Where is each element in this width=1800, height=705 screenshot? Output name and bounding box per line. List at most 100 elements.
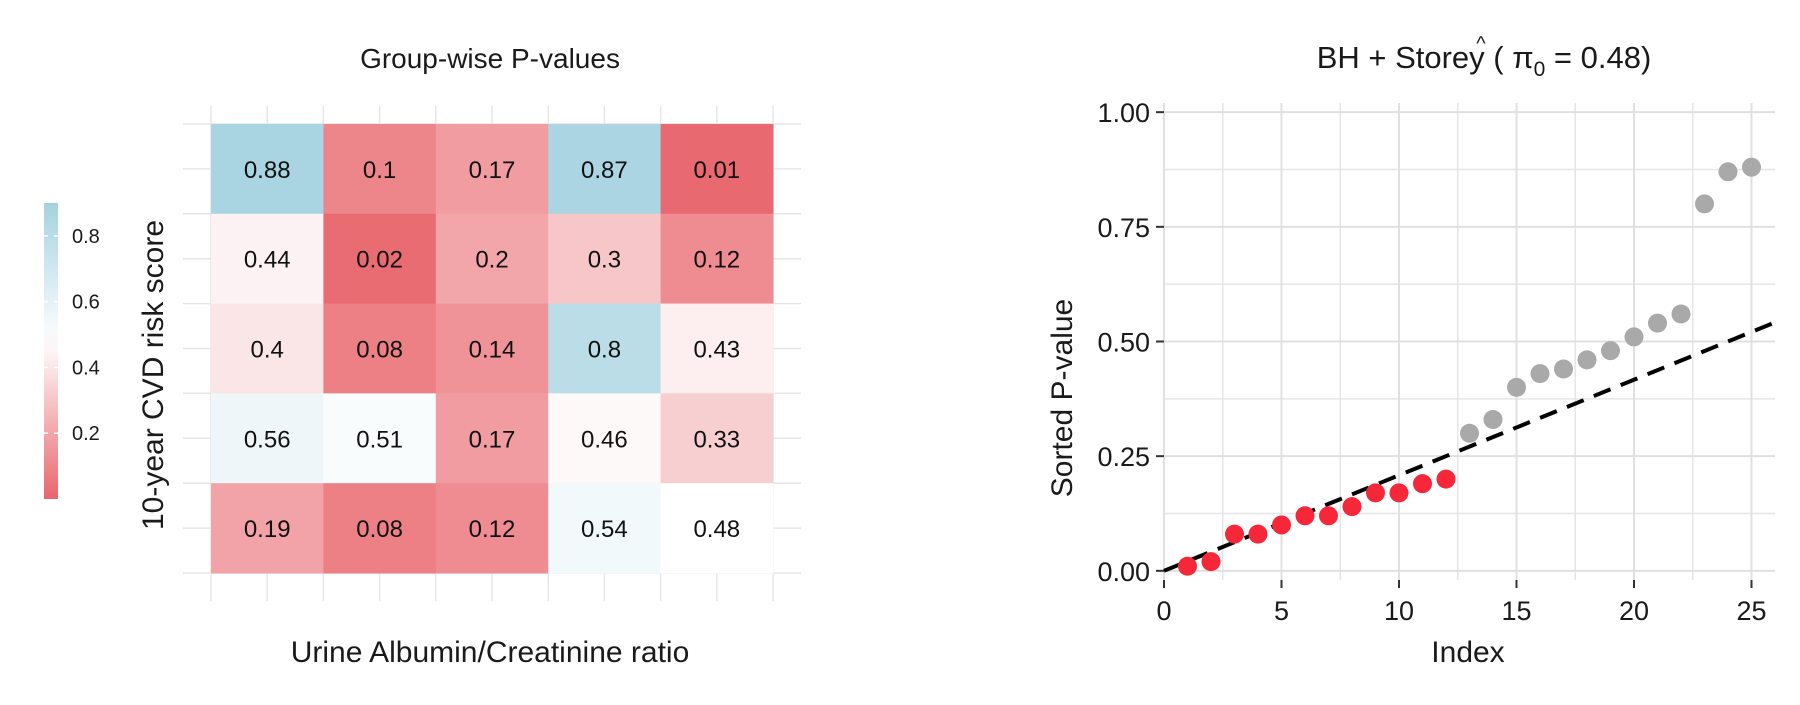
heatmap-cell-label: 0.88 [244, 157, 291, 184]
rejected-point [1342, 497, 1362, 517]
scatter-x-tick-labels: 0 5 10 15 20 25 [1156, 596, 1766, 626]
y-tick-label: 0.50 [1097, 328, 1150, 358]
heatmap-cell [435, 124, 549, 215]
heatmap-cell [211, 483, 324, 574]
heatmap-cell [323, 213, 437, 305]
heatmap-y-axis-title: 10-year CVD risk score [137, 220, 170, 530]
scatter-y-axis-title: Sorted P-value [1046, 299, 1079, 497]
heatmap-cell [435, 213, 549, 305]
non-rejected-point [1577, 350, 1597, 370]
scatter-title-hat: ^ [1476, 33, 1486, 55]
scatter-title-pi: π [1512, 40, 1533, 75]
heatmap-cell-label: 0.19 [244, 516, 291, 543]
non-rejected-point [1601, 341, 1620, 361]
heatmap-cell [435, 303, 549, 394]
non-rejected-point [1507, 377, 1526, 397]
heatmap-cell [548, 303, 662, 394]
non-rejected-point [1742, 157, 1761, 177]
rejected-point [1248, 524, 1268, 544]
heatmap-cell-label: 0.02 [356, 247, 403, 274]
heatmap-cell [548, 483, 662, 574]
rejected-point [1319, 506, 1338, 526]
heatmap-cell [548, 393, 662, 484]
heatmap-cell-label: 0.17 [469, 157, 516, 184]
x-tick-label: 25 [1736, 596, 1766, 626]
non-rejected-point [1530, 364, 1550, 384]
heatmap-cell [548, 124, 662, 215]
rejected-point [1389, 483, 1409, 503]
non-rejected-point [1648, 313, 1667, 333]
non-rejected-point [1624, 327, 1644, 347]
heatmap-cell-label: 0.54 [581, 516, 628, 543]
heatmap-cell-label: 0.12 [469, 516, 516, 543]
heatmap-cell-label: 0.44 [244, 247, 291, 274]
heatmap-cell-label: 0.14 [469, 337, 516, 364]
legend-tick-label: 0.2 [72, 423, 100, 445]
heatmap-cell-label: 0.4 [251, 337, 284, 364]
scatter-axes [1156, 111, 1753, 588]
heatmap-cell [435, 393, 549, 484]
rejected-point [1413, 474, 1432, 494]
svg-text:BH + Storey ( π0 = 0.48): BH + Storey ( π0 = 0.48) [1317, 40, 1652, 81]
non-rejected-point [1554, 359, 1573, 379]
heatmap-cell [435, 483, 549, 574]
non-rejected-point [1695, 194, 1714, 214]
heatmap-cell-label: 0.1 [363, 157, 396, 184]
scatter-title: BH + Storey ( π0 = 0.48) ^ [1317, 33, 1652, 81]
heatmap-cell [660, 124, 774, 215]
x-tick-label: 20 [1619, 596, 1649, 626]
heatmap-panel: Group-wise P-values 0.88 0.1 0.17 0.87 0.010… [44, 43, 801, 669]
rejected-point [1366, 483, 1385, 503]
heatmap-title: Group-wise P-values [360, 43, 620, 74]
legend-ticks: 0.2 0.4 0.6 0.8 [44, 226, 100, 445]
heatmap-cell [211, 393, 324, 484]
rejected-point [1272, 515, 1291, 535]
heatmap-cell-labels: 0.88 0.1 0.17 0.87 0.01 0.44 0.02 0.2 0.3 0.12 0.4… [244, 157, 740, 543]
heatmap-cell-label: 0.08 [356, 516, 403, 543]
heatmap-cell [660, 303, 774, 394]
heatmap-cell [211, 213, 324, 305]
heatmap-cell [323, 303, 437, 394]
non-rejected-point [1460, 423, 1479, 443]
rejected-point [1436, 469, 1456, 489]
heatmap-cell-label: 0.46 [581, 426, 628, 453]
rejected-point [1201, 552, 1221, 572]
scatter-title-prefix: BH + Storey ( [1317, 40, 1513, 75]
heatmap-cell [211, 124, 324, 215]
heatmap-cell-label: 0.17 [469, 426, 516, 453]
y-tick-label: 0.75 [1097, 213, 1150, 243]
non-rejected-point [1671, 304, 1691, 324]
rejected-point [1178, 556, 1197, 576]
non-rejected-point [1483, 409, 1503, 429]
heatmap-cell-label: 0.01 [693, 157, 740, 184]
heatmap-cell-label: 0.8 [588, 337, 621, 364]
heatmap-cell-label: 0.33 [693, 426, 740, 453]
scatter-points [1178, 157, 1761, 576]
heatmap-cell-label: 0.51 [356, 426, 403, 453]
x-tick-label: 0 [1156, 596, 1171, 626]
heatmap-cell-label: 0.56 [244, 426, 291, 453]
heatmap-cell [211, 303, 324, 394]
scatter-gridlines [1163, 103, 1775, 580]
heatmap-cell-label: 0.08 [356, 337, 403, 364]
heatmap-cell [660, 213, 774, 305]
y-tick-label: 0.00 [1097, 557, 1150, 587]
legend-color-bar [44, 203, 58, 499]
x-tick-label: 10 [1384, 596, 1414, 626]
heatmap-cell [548, 213, 662, 305]
heatmap-cell-label: 0.12 [693, 247, 740, 274]
scatter-y-tick-labels: 0.00 0.25 0.50 0.75 1.00 [1097, 98, 1150, 587]
scatter-x-axis-title: Index [1431, 636, 1504, 669]
heatmap-cell [323, 124, 437, 215]
rejected-point [1225, 524, 1244, 544]
heatmap-cell [660, 393, 774, 484]
y-tick-label: 1.00 [1097, 98, 1150, 128]
heatmap-cell [323, 483, 437, 574]
rejected-point [1295, 506, 1315, 526]
heatmap-cell-label: 0.3 [588, 247, 621, 274]
bh-threshold-line [1163, 320, 1776, 573]
heatmap-cell-label: 0.48 [693, 516, 740, 543]
heatmap-cell-label: 0.2 [475, 247, 508, 274]
x-tick-label: 15 [1501, 596, 1531, 626]
